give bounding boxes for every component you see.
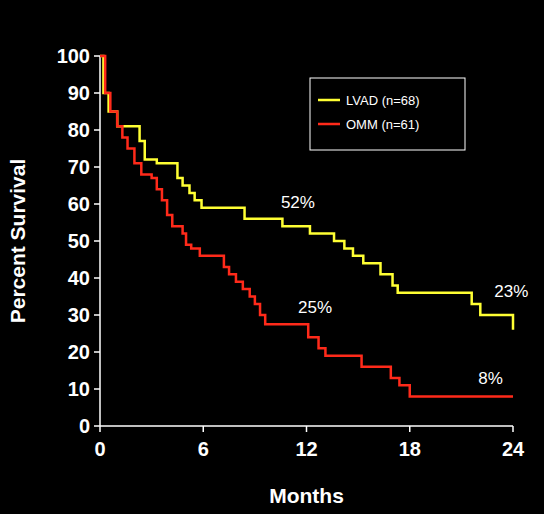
y-tick-label: 40 xyxy=(68,267,90,289)
y-tick-label: 70 xyxy=(68,156,90,178)
annotation: 8% xyxy=(478,369,503,388)
x-tick-label: 18 xyxy=(399,438,421,460)
legend: LVAD (n=68) OMM (n=61) xyxy=(310,78,465,150)
y-tick xyxy=(94,240,100,242)
y-tick-label: 80 xyxy=(68,119,90,141)
x-axis-label: Months xyxy=(269,484,344,507)
y-tick xyxy=(94,388,100,390)
x-tick-label: 12 xyxy=(295,438,317,460)
annotation: 23% xyxy=(494,282,528,301)
chart: 0 10 20 30 40 50 60 70 80 90 100 0 6 12 18 24 Months Perc… xyxy=(0,0,544,514)
annotation: 52% xyxy=(281,193,315,212)
y-tick xyxy=(94,55,100,57)
x-tick-label: 24 xyxy=(502,438,525,460)
y-tick-label: 20 xyxy=(68,341,90,363)
y-tick-label: 10 xyxy=(68,378,90,400)
background xyxy=(0,0,544,514)
survival-line xyxy=(100,56,513,396)
x-tick xyxy=(512,426,514,432)
y-tick xyxy=(94,425,100,427)
y-tick-label: 0 xyxy=(79,415,90,437)
x-tick xyxy=(203,426,205,432)
x-tick-label: 0 xyxy=(94,438,105,460)
y-tick-label: 50 xyxy=(68,230,90,252)
y-tick-label: 90 xyxy=(68,82,90,104)
y-tick xyxy=(94,92,100,94)
y-tick xyxy=(94,351,100,353)
y-tick xyxy=(94,129,100,131)
y-axis-label: Percent Survival xyxy=(6,159,29,324)
x-tick xyxy=(99,426,101,432)
y-tick xyxy=(94,277,100,279)
legend-label: OMM (n=61) xyxy=(346,117,419,132)
y-axis xyxy=(99,56,101,426)
x-axis xyxy=(100,425,513,427)
legend-swatch xyxy=(318,123,340,126)
y-tick xyxy=(94,314,100,316)
x-tick xyxy=(409,426,411,432)
y-tick xyxy=(94,166,100,168)
y-tick xyxy=(94,203,100,205)
legend-label: LVAD (n=68) xyxy=(346,93,420,108)
x-tick-label: 6 xyxy=(198,438,209,460)
legend-swatch xyxy=(318,99,340,102)
y-tick-label: 30 xyxy=(68,304,90,326)
x-tick xyxy=(306,426,308,432)
legend-box xyxy=(310,78,465,150)
y-tick-label: 60 xyxy=(68,193,90,215)
annotation: 25% xyxy=(298,298,332,317)
plot-area xyxy=(100,56,513,396)
y-tick-label: 100 xyxy=(57,45,90,67)
